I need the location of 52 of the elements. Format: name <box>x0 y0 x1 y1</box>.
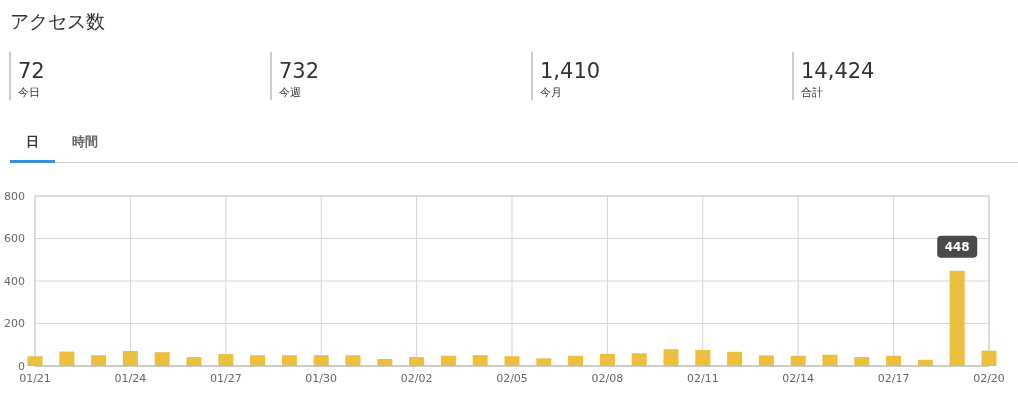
bar <box>599 353 615 366</box>
bar <box>727 351 743 366</box>
y-tick-label: 400 <box>4 274 25 288</box>
bar <box>218 354 234 366</box>
bar <box>536 358 552 366</box>
bar <box>695 349 711 366</box>
x-tick-label: 01/30 <box>305 372 338 385</box>
x-tick-label: 02/20 <box>973 372 1005 385</box>
bar <box>631 353 647 366</box>
bar <box>409 357 425 366</box>
bar <box>345 355 361 366</box>
bar <box>154 352 170 366</box>
bar <box>663 349 679 366</box>
bar <box>504 356 520 366</box>
bar <box>281 355 297 366</box>
x-tick-label: 02/02 <box>400 372 433 385</box>
text: 今日 <box>18 86 40 99</box>
text: 合計 <box>801 86 823 99</box>
text: 今週 <box>279 86 301 99</box>
text: アクセス数 <box>10 10 105 32</box>
bar <box>27 356 43 366</box>
bar <box>949 270 965 366</box>
y-tick-label: 0 <box>18 359 25 373</box>
x-tick-label: 02/05 <box>496 372 528 385</box>
text: 14,424 <box>801 59 875 83</box>
text: 今月 <box>540 86 562 99</box>
x-tick-label: 01/27 <box>209 372 242 385</box>
x-tick-label: 02/14 <box>782 372 815 385</box>
y-tick-label: 600 <box>4 232 25 246</box>
y-tick-label: 200 <box>4 317 25 331</box>
bar <box>981 350 997 366</box>
y-tick-label: 800 <box>4 189 25 203</box>
x-tick-label: 01/24 <box>114 372 147 385</box>
bar <box>91 355 107 366</box>
bar <box>854 357 870 366</box>
bar <box>250 355 266 366</box>
x-tick-label: 02/17 <box>877 372 910 385</box>
text: 1,410 <box>540 59 601 83</box>
x-tick-label: 01/21 <box>19 372 51 385</box>
text: 時間 <box>72 134 98 149</box>
text: 72 <box>18 59 45 83</box>
data-label: 448 <box>944 239 970 254</box>
x-tick-label: 02/08 <box>591 372 624 385</box>
bar <box>472 355 488 366</box>
text: 732 <box>279 59 320 83</box>
bar <box>758 355 774 366</box>
text: 日 <box>25 134 39 149</box>
bar <box>313 355 329 366</box>
bar <box>122 350 138 366</box>
bar <box>186 357 202 366</box>
bar <box>59 351 75 366</box>
x-tick-label: 02/11 <box>686 372 719 385</box>
